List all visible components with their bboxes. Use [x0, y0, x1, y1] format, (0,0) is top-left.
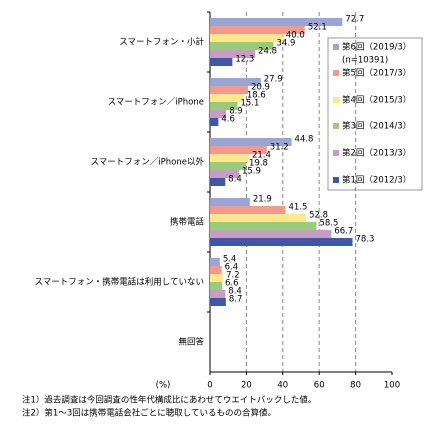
y-tick-label: スマートフォン／iPhone: [108, 98, 204, 108]
value-label: 24.8: [258, 47, 277, 57]
bar: [210, 230, 332, 238]
bar: [210, 18, 343, 26]
legend-label: 第3回（2014/3）: [342, 121, 411, 132]
value-label: 15.9: [242, 167, 261, 177]
bar: [210, 274, 224, 282]
legend-label: 第1回（2012/3）: [342, 175, 411, 186]
value-label: 52.1: [308, 23, 327, 33]
bar: [210, 58, 233, 66]
value-label: 7.2: [226, 271, 240, 281]
note: 注2）第1～3回は携帯電話会社ごとに聴取しているものの合算値。: [22, 408, 276, 419]
value-label: 44.8: [295, 135, 314, 145]
value-label: 8.4: [228, 287, 242, 297]
value-label: 4.6: [221, 115, 235, 125]
legend-box: [327, 37, 423, 191]
bar: [210, 206, 286, 214]
x-tick-label: 100: [384, 381, 400, 391]
bar: [210, 78, 261, 86]
bar: [210, 162, 247, 170]
x-tick-label: 60: [314, 381, 325, 391]
value-label: 34.9: [277, 39, 296, 49]
bar: [210, 170, 239, 178]
note: 注1）過去調査は今回調査の性年代構成比にあわせてウエイトバックした値。: [22, 395, 316, 406]
bar: [210, 282, 223, 290]
value-label: 15.1: [240, 99, 259, 109]
bar: [210, 102, 238, 110]
x-tick-label: 0: [207, 381, 212, 391]
bar: [210, 86, 249, 94]
bar: [210, 110, 227, 118]
bar: [210, 50, 256, 58]
legend-label: 第4回（2015/3）: [342, 95, 411, 106]
x-tick-label: 20: [241, 381, 252, 391]
legend-swatch: [333, 44, 339, 50]
value-label: 72.7: [345, 15, 364, 25]
value-label: 58.5: [319, 219, 338, 229]
bar: [210, 154, 249, 162]
value-label: 8.7: [229, 295, 243, 305]
y-tick-label: スマートフォン・携帯電話は利用していない: [35, 277, 205, 288]
legend-swatch: [333, 150, 339, 156]
value-label: 8.4: [228, 175, 242, 185]
value-label: 19.8: [249, 159, 268, 169]
value-label: 21.9: [253, 195, 272, 205]
bar: [210, 238, 353, 246]
value-label: 5.4: [223, 255, 237, 265]
value-label: 40.0: [286, 31, 305, 41]
value-label: 20.9: [251, 83, 270, 93]
bar: [210, 34, 283, 42]
bar: [210, 266, 222, 274]
bar: [210, 138, 292, 146]
bar: [210, 178, 226, 186]
legend-label: 第5回（2017/3）: [342, 68, 411, 79]
bar: [210, 94, 244, 102]
legend-note: (n=10391): [342, 56, 388, 66]
bar: [210, 118, 219, 126]
bar: [210, 198, 250, 206]
bar: [210, 298, 226, 306]
y-tick-label: 携帯電話: [170, 217, 205, 228]
legend-label: 第6回（2019/3）: [342, 42, 411, 53]
value-label: 41.5: [289, 203, 308, 213]
value-label: 52.8: [309, 211, 328, 221]
x-axis-label: (%): [156, 381, 171, 391]
value-label: 31.2: [270, 143, 289, 153]
value-label: 18.6: [247, 91, 266, 101]
x-tick-label: 40: [277, 381, 288, 391]
value-label: 6.4: [225, 263, 239, 273]
value-label: 21.4: [252, 151, 271, 161]
bar: [210, 214, 307, 222]
bar: [210, 258, 220, 266]
value-label: 8.9: [229, 107, 243, 117]
legend-swatch: [333, 123, 339, 129]
value-label: 12.3: [235, 55, 254, 65]
value-label: 78.3: [356, 235, 375, 245]
x-tick-label: 80: [350, 381, 361, 391]
bar: [210, 26, 305, 34]
y-tick-label: 無回答: [178, 337, 204, 348]
legend-swatch: [333, 70, 339, 76]
bar: [210, 146, 267, 154]
y-tick-label: スマートフォン／iPhone以外: [91, 157, 205, 168]
bar: [210, 222, 317, 230]
value-label: 6.6: [225, 279, 239, 289]
value-label: 27.9: [264, 75, 283, 85]
legend-swatch: [333, 177, 339, 183]
bar: [210, 290, 226, 298]
legend-label: 第2回（2013/3）: [342, 148, 411, 159]
legend-swatch: [333, 97, 339, 103]
value-label: 66.7: [334, 227, 353, 237]
y-tick-label: スマートフォン・小計: [119, 37, 204, 48]
bar: [210, 42, 274, 50]
